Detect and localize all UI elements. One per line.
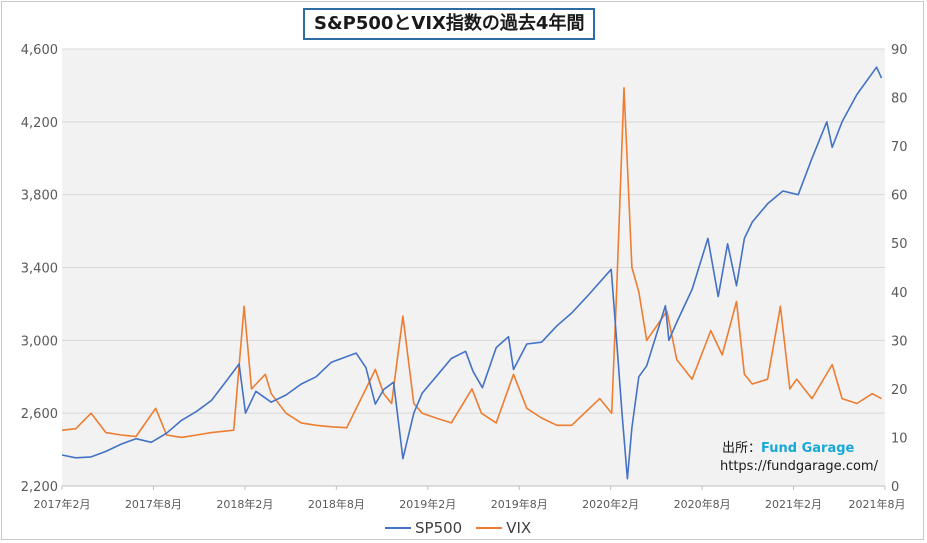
legend-item-vix: VIX xyxy=(476,519,531,537)
y-left-tick-label: 3,000 xyxy=(21,334,58,349)
legend-swatch-vix xyxy=(476,527,503,529)
legend-item-sp500: SP500 xyxy=(385,519,462,537)
x-tick-label: 2019年8月 xyxy=(491,497,548,511)
y-left-tick-label: 3,400 xyxy=(21,262,58,277)
series-line-vix xyxy=(61,87,882,439)
x-tick-label: 2018年8月 xyxy=(308,497,365,511)
x-tick-label: 2020年8月 xyxy=(674,497,731,511)
y-left-tick-label: 4,600 xyxy=(21,43,58,58)
x-tick-label: 2020年2月 xyxy=(582,497,639,511)
legend-label-vix: VIX xyxy=(506,519,532,537)
y-right-tick-label: 40 xyxy=(891,286,908,301)
legend-label-sp500: SP500 xyxy=(415,519,463,537)
legend-swatch-sp500 xyxy=(385,527,411,529)
y-right-tick-label: 50 xyxy=(891,237,908,252)
series-line-sp500 xyxy=(61,66,883,480)
y-right-tick-label: 10 xyxy=(891,431,908,446)
y-right-tick-label: 0 xyxy=(891,480,899,495)
x-tick-label: 2018年2月 xyxy=(216,497,273,511)
legend: SP500 VIX xyxy=(385,519,545,537)
y-right-tick-label: 60 xyxy=(891,189,908,204)
y-left-tick-label: 3,800 xyxy=(21,189,58,204)
source-brand: Fund Garage xyxy=(761,441,855,456)
y-right-tick-label: 20 xyxy=(891,383,908,398)
y-right-tick-label: 90 xyxy=(891,43,908,58)
y-right-tick-label: 30 xyxy=(891,334,908,349)
x-tick-label: 2019年2月 xyxy=(399,497,456,511)
source-label: 出所： xyxy=(722,441,762,456)
y-left-tick-label: 2,600 xyxy=(21,407,58,422)
x-tick-label: 2021年8月 xyxy=(849,497,906,511)
y-right-tick-label: 70 xyxy=(891,140,908,155)
x-tick-label: 2021年2月 xyxy=(765,497,822,511)
y-left-tick-label: 2,200 xyxy=(21,480,58,495)
chart-title: S&P500とVIX指数の過去4年間 xyxy=(303,8,596,40)
source-note: 出所：Fund Garage xyxy=(722,437,854,456)
y-right-tick-label: 80 xyxy=(891,92,908,107)
source-url: https://fundgarage.com/ xyxy=(720,459,878,474)
x-tick-label: 2017年8月 xyxy=(125,497,182,511)
y-left-tick-label: 4,200 xyxy=(21,116,58,131)
x-tick-label: 2017年2月 xyxy=(34,497,91,511)
